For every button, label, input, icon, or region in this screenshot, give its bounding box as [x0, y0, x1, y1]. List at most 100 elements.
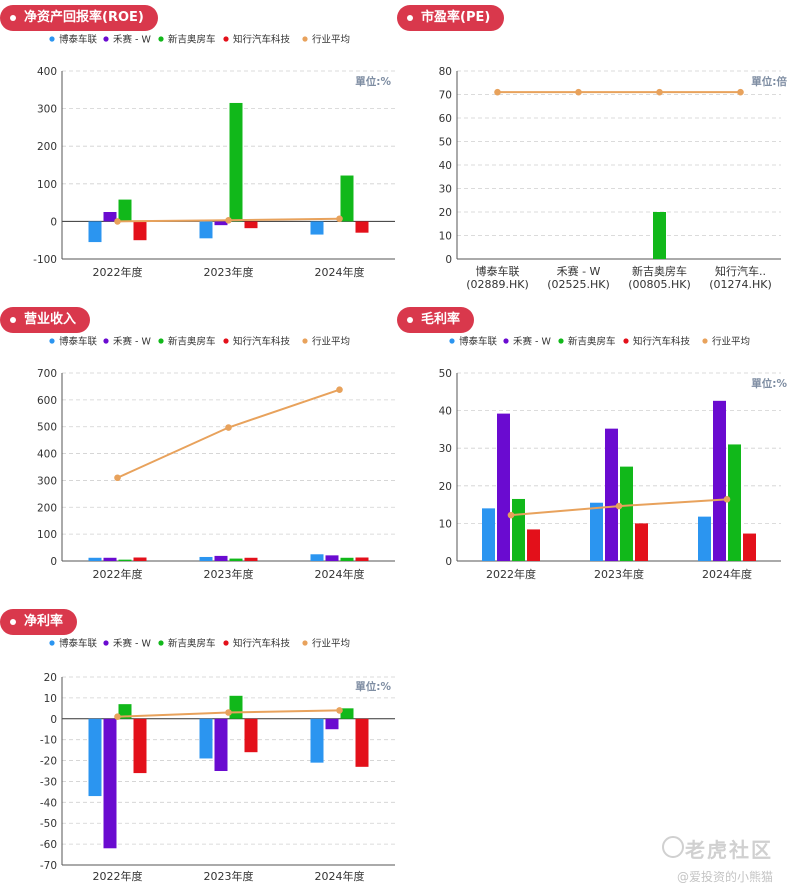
- legend-label-1: 禾赛 - W: [113, 336, 151, 348]
- avg-point-2: [336, 386, 343, 393]
- legend-marker-4: [702, 338, 708, 344]
- legend-label-4: 行业平均: [712, 336, 750, 348]
- legend-marker-3: [223, 640, 229, 646]
- legend-label-2: 新吉奥房车: [168, 638, 216, 650]
- y-tick-label: 100: [37, 529, 57, 541]
- avg-point-2: [656, 88, 663, 96]
- avg-point-1: [225, 709, 232, 716]
- x-tick-label: 2022年度: [93, 265, 143, 279]
- bar-2-1: [229, 558, 243, 561]
- legend-label-1: 禾赛 - W: [113, 638, 151, 650]
- y-tick-label: -30: [40, 776, 57, 788]
- bar-1-1: [214, 555, 228, 561]
- bar-2-0: [118, 199, 132, 222]
- x-tick-label: 2023年度: [204, 567, 254, 581]
- x-tick-label: 博泰车联: [476, 264, 520, 278]
- y-tick-label: 0: [50, 714, 57, 726]
- y-tick-label: 30: [439, 184, 452, 196]
- legend-marker-2: [158, 36, 164, 42]
- bar-1-2: [325, 555, 339, 561]
- legend-marker-0: [49, 338, 55, 344]
- bullet-icon: [10, 317, 16, 323]
- bar-0-2: [310, 718, 324, 763]
- x-tick-label: 2024年度: [315, 869, 365, 883]
- unit-label: 單位:倍: [751, 75, 787, 88]
- bar-2-2: [340, 708, 354, 719]
- avg-point-3: [737, 88, 744, 96]
- bar-2: [653, 212, 666, 259]
- legend-marker-1: [103, 338, 109, 344]
- x-tick-label: 新吉奥房车: [632, 264, 687, 278]
- x-tick-label: (00805.HK): [628, 278, 691, 291]
- bar-1-0: [103, 718, 117, 849]
- legend-label-3: 知行汽车科技: [633, 336, 691, 348]
- x-tick-label: 2024年度: [315, 265, 365, 279]
- bullet-icon: [407, 15, 413, 21]
- y-tick-label: 80: [439, 66, 452, 78]
- bar-1-1: [214, 221, 228, 226]
- bar-1-0: [103, 557, 117, 561]
- legend-label-4: 行业平均: [312, 336, 350, 348]
- y-tick-label: 0: [50, 216, 57, 228]
- chart-title-pe: 市盈率(PE): [397, 5, 505, 31]
- bar-2-0: [118, 559, 132, 561]
- x-tick-label: 知行汽车..: [715, 264, 766, 278]
- bar-0-1: [199, 718, 213, 759]
- avg-point-0: [494, 88, 501, 96]
- y-tick-label: 40: [439, 406, 452, 418]
- bar-1-0: [103, 212, 117, 222]
- avg-point-1: [575, 88, 582, 96]
- bar-2-1: [229, 102, 243, 222]
- legend-label-4: 行业平均: [312, 34, 350, 46]
- y-tick-label: 0: [50, 556, 57, 568]
- legend-marker-1: [103, 640, 109, 646]
- bar-0-1: [590, 502, 603, 561]
- unit-label: 單位:%: [355, 680, 391, 693]
- bar-3-0: [133, 718, 147, 774]
- bar-3-1: [244, 221, 258, 229]
- bar-3-0: [527, 529, 540, 561]
- y-tick-label: -20: [40, 756, 57, 768]
- avg-point-0: [507, 511, 515, 519]
- legend-label-1: 禾赛 - W: [513, 336, 551, 348]
- y-tick-label: -50: [40, 818, 57, 830]
- legend-marker-3: [623, 338, 629, 344]
- legend-marker-1: [103, 36, 109, 42]
- unit-label: 單位:%: [355, 75, 391, 88]
- x-tick-label: 2022年度: [93, 567, 143, 581]
- legend-label-4: 行业平均: [312, 638, 350, 650]
- legend-marker-4: [302, 640, 308, 646]
- y-tick-label: 300: [37, 104, 57, 116]
- gross-margin-chart: 博泰车联 禾赛 - W 新吉奥房车 知行汽车科技 行业平均 0 10 20 30 40 50 單位:%…: [439, 336, 787, 582]
- legend-marker-3: [223, 36, 229, 42]
- bar-3-2: [355, 557, 369, 561]
- y-tick-label: 400: [37, 66, 57, 78]
- y-tick-label: 600: [37, 395, 57, 407]
- bar-0-0: [88, 221, 102, 243]
- x-tick-label: 2023年度: [204, 869, 254, 883]
- y-tick-label: 50: [439, 368, 452, 380]
- legend-marker-4: [302, 36, 308, 42]
- bar-0-2: [698, 516, 711, 561]
- avg-line: [117, 388, 340, 479]
- avg-point-1: [225, 216, 232, 224]
- bullet-icon: [407, 317, 413, 323]
- bar-3-2: [355, 718, 369, 767]
- y-tick-label: 700: [37, 368, 57, 380]
- avg-point-2: [723, 496, 731, 503]
- y-tick-label: 20: [439, 481, 452, 493]
- y-tick-label: 500: [37, 422, 57, 434]
- legend-marker-2: [158, 338, 164, 344]
- y-tick-label: 300: [37, 475, 57, 487]
- chart-title-revenue: 营业收入: [0, 307, 91, 333]
- y-tick-label: 60: [439, 113, 452, 125]
- legend-label-0: 博泰车联: [59, 336, 98, 348]
- legend-label-2: 新吉奥房车: [568, 336, 616, 348]
- bar-3-2: [355, 221, 369, 233]
- bar-0-2: [310, 221, 324, 235]
- y-tick-label: 20: [44, 672, 57, 684]
- net-margin-chart: 博泰车联 禾赛 - W 新吉奥房车 知行汽车科技 行业平均 -70 -60 -50 -40 -30…: [40, 638, 395, 883]
- avg-point-1: [615, 502, 623, 510]
- bar-1-1: [214, 718, 228, 771]
